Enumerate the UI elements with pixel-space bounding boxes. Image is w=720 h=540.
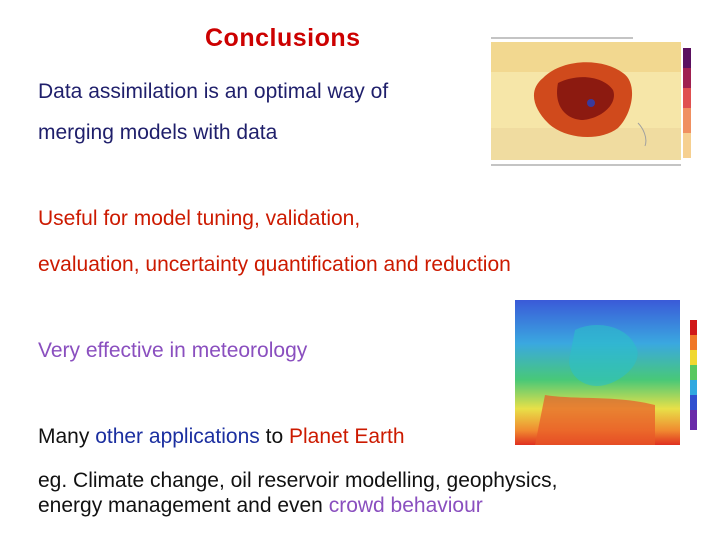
bullet-assimilation-line1: Data assimilation is an optimal way of: [38, 80, 389, 103]
bullet-useful-line1: Useful for model tuning, validation,: [38, 207, 361, 230]
applications-planet: Planet Earth: [288, 425, 405, 448]
examples-line2: energy management and even crowd behavio…: [38, 493, 557, 518]
applications-other: other applications: [95, 425, 260, 448]
bullet-assimilation-line2: merging models with data: [38, 121, 278, 144]
bullet-applications: Many other applications to Planet Earth: [38, 425, 405, 449]
bullet-useful-line2: evaluation, uncertainty quantification a…: [38, 253, 511, 276]
bullet-examples: eg. Climate change, oil reservoir modell…: [38, 468, 557, 518]
australia-temperature-map: [483, 28, 705, 176]
europe-temperature-map: [515, 300, 697, 445]
applications-mid: to: [259, 425, 289, 448]
slide-title: Conclusions: [205, 24, 361, 52]
bullet-meteorology: Very effective in meteorology: [38, 339, 308, 362]
examples-line1: eg. Climate change, oil reservoir modell…: [38, 469, 558, 492]
examples-crowd: crowd behaviour: [328, 494, 483, 517]
examples-line2-prefix: energy management and even: [38, 494, 329, 517]
applications-prefix: Many: [38, 425, 96, 448]
